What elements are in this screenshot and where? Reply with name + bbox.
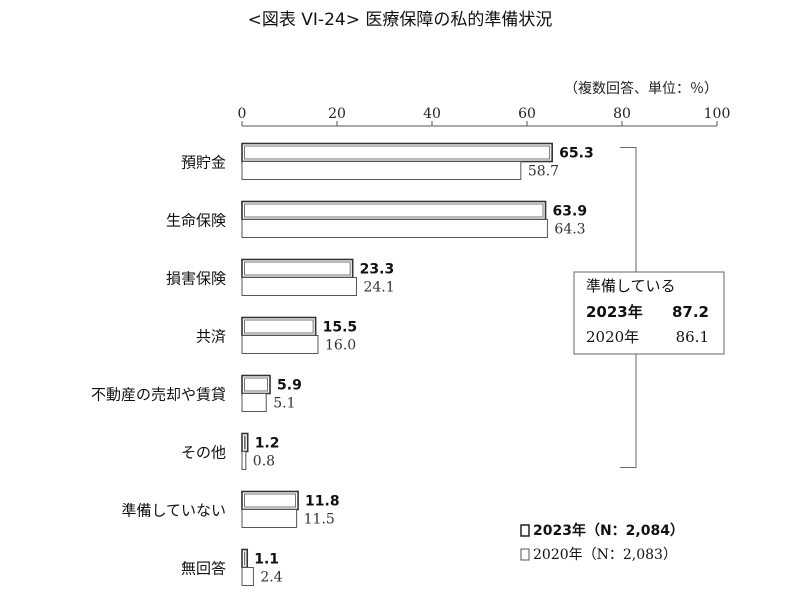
bar-2020 [241, 161, 522, 180]
x-tick-label: 100 [704, 106, 731, 122]
annotation-value: 86.1 [676, 328, 709, 346]
annotation-box [573, 271, 725, 355]
x-tick-label: 40 [423, 106, 441, 122]
legend: 2023年（N：2,084） 2020年（N：2,083） [520, 522, 684, 563]
bar-2020 [241, 567, 254, 586]
bar-2020-label: 11.5 [304, 512, 335, 528]
bar-2023-inner [244, 435, 246, 450]
bar-2023-inner [244, 261, 351, 276]
bar-2023-label: 65.3 [559, 146, 594, 162]
bar-2023-label: 23.3 [360, 262, 395, 278]
plot-area: 預貯金 65.358.7 生命保険 63.9 64.3 損害保険 23.3 24.1 共済 15.… [91, 142, 594, 586]
category-label: 準備していない [121, 502, 226, 520]
bar-2020-label: 16.0 [325, 338, 356, 354]
legend-label: 2020年（N：2,083） [533, 547, 677, 563]
bar-2020 [241, 509, 298, 528]
bar-2023-label: 5.9 [277, 378, 302, 394]
category-label: 無回答 [181, 560, 226, 578]
bar-2023-inner [244, 319, 314, 334]
bar-2020-label: 5.1 [273, 396, 295, 412]
bar-2020 [241, 393, 267, 412]
bar-2023-inner [244, 493, 296, 508]
bar-2020 [241, 451, 247, 470]
bar-2020 [241, 277, 357, 296]
bar-2023-label: 1.2 [255, 436, 280, 452]
bar-2023-label: 11.8 [305, 494, 340, 510]
bar-2020-label: 0.8 [253, 454, 275, 470]
legend-swatch [520, 524, 530, 537]
category-label: 生命保険 [166, 212, 226, 230]
bar-2020-label: 64.3 [554, 222, 585, 238]
category-label: 損害保険 [166, 270, 226, 288]
bar-2023-label: 15.5 [323, 320, 358, 336]
bar-2023-inner [244, 377, 268, 392]
bar-2023-inner [244, 203, 544, 218]
bar-2020-label: 24.1 [363, 280, 394, 296]
bar-2023-label: 63.9 [553, 204, 588, 220]
category-label: 共済 [196, 328, 226, 346]
annotation-year: 2023年 [586, 303, 643, 321]
bar-2023-label: 1.1 [254, 552, 279, 568]
category-label: その他 [181, 444, 226, 462]
bar-2020-label: 58.7 [528, 164, 559, 180]
bar-2023-inner [244, 145, 551, 160]
annotation-heading: 準備している [586, 277, 676, 295]
x-axis-ticks: 0 20 40 60 80 100 [238, 106, 731, 127]
annotation-year: 2020年 [586, 328, 639, 346]
x-tick-label: 60 [518, 106, 536, 122]
chart-title: <図表 VI-24> 医療保障の私的準備状況 [248, 10, 553, 30]
prepared-annotation: 準備している 2023年 87.2 2020年 86.1 [573, 147, 725, 468]
annotation-value: 87.2 [672, 303, 709, 321]
legend-label: 2023年（N：2,084） [533, 522, 684, 539]
unit-note: （複数回答、単位：％） [564, 80, 718, 97]
category-label: 預貯金 [181, 154, 226, 172]
category-label: 不動産の売却や賃貸 [91, 386, 226, 404]
x-tick-label: 0 [238, 106, 247, 122]
x-tick-label: 80 [613, 106, 631, 122]
legend-swatch [520, 548, 530, 561]
bar-2020-label: 2.4 [260, 570, 282, 586]
bar-2020 [241, 219, 548, 238]
x-tick-label: 20 [328, 106, 346, 122]
bar-2020 [241, 335, 319, 354]
